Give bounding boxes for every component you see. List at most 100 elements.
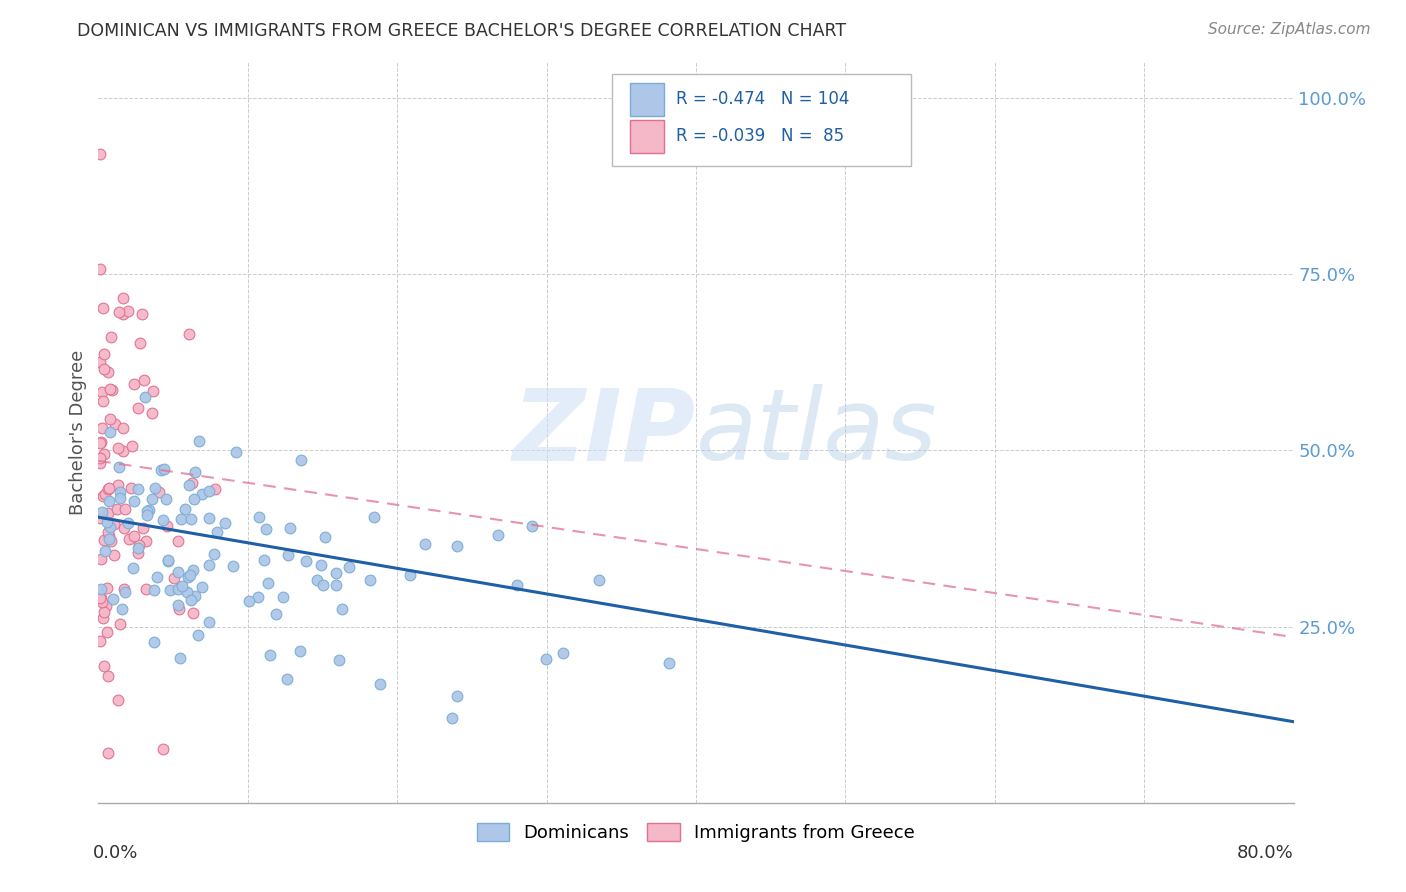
Point [108,460,131,475]
Point [121,561,143,575]
Point [91,384,114,399]
Point [179,567,201,582]
Point [96,625,118,640]
Point [325,566,347,580]
Point [107,478,129,492]
Point [156,552,179,566]
Point [97,747,120,761]
Point [135,582,157,597]
Point [104,417,127,431]
Text: Source: ZipAtlas.com: Source: ZipAtlas.com [1208,22,1371,37]
Point [135,534,157,549]
Point [94,487,117,501]
Point [198,511,221,525]
Point [184,465,207,479]
Point [198,558,221,572]
Point [89,262,111,277]
Point [155,492,177,507]
Point [148,484,170,499]
Point [98,520,121,534]
Point [89,451,111,466]
Point [588,573,610,587]
Point [98,411,121,425]
Point [96,599,118,613]
Point [152,513,174,527]
Point [169,601,191,615]
Point [122,376,145,391]
Point [312,577,335,591]
Point [127,482,149,496]
Point [105,501,128,516]
Point [202,547,225,561]
Point [93,533,115,547]
Point [100,330,122,344]
Point [314,530,336,544]
Point [290,644,312,658]
Text: R = -0.474   N = 104: R = -0.474 N = 104 [676,90,849,109]
Point [132,373,155,387]
Point [128,336,150,351]
Point [150,463,173,477]
Y-axis label: Bachelor's Degree: Bachelor's Degree [69,350,87,516]
Point [97,365,120,379]
Point [108,617,131,632]
Point [107,441,129,455]
Point [120,481,142,495]
Point [177,326,200,341]
FancyBboxPatch shape [613,73,911,166]
Text: DOMINICAN VS IMMIGRANTS FROM GREECE BACHELOR'S DEGREE CORRELATION CHART: DOMINICAN VS IMMIGRANTS FROM GREECE BACH… [77,22,846,40]
Point [91,301,114,315]
Point [221,558,243,573]
Point [167,598,190,612]
Point [184,589,207,603]
Point [167,534,190,549]
Point [309,558,332,572]
Point [111,443,134,458]
Point [89,511,111,525]
Point [90,434,112,449]
Point [117,516,139,530]
Point [97,493,120,508]
Point [363,509,385,524]
Point [446,690,468,704]
Point [127,546,149,560]
Point [97,524,120,539]
Point [138,503,160,517]
Legend: Dominicans, Immigrants from Greece: Dominicans, Immigrants from Greece [470,815,922,849]
Point [328,653,350,667]
Point [170,579,193,593]
Point [337,559,360,574]
Point [97,669,120,683]
Point [111,601,134,615]
Point [107,693,129,707]
Point [127,541,149,555]
Point [141,384,163,398]
Text: 80.0%: 80.0% [1237,844,1294,862]
Point [183,491,205,506]
Point [266,607,288,622]
Point [108,305,131,319]
Text: R = -0.039   N =  85: R = -0.039 N = 85 [676,128,844,145]
Point [177,570,200,584]
Point [198,615,221,630]
Point [257,576,280,591]
Point [181,476,204,491]
Point [90,595,112,609]
Point [96,515,118,529]
Point [89,435,111,450]
Point [142,583,165,598]
Point [89,591,111,606]
Text: ZIP: ZIP [513,384,696,481]
Point [96,581,118,595]
Point [89,355,111,369]
Point [112,582,135,596]
Point [238,593,260,607]
Point [167,582,190,597]
Point [141,492,163,507]
Point [330,602,353,616]
Point [90,551,112,566]
Point [325,578,347,592]
Point [163,571,186,585]
Point [176,584,198,599]
Point [127,401,149,415]
